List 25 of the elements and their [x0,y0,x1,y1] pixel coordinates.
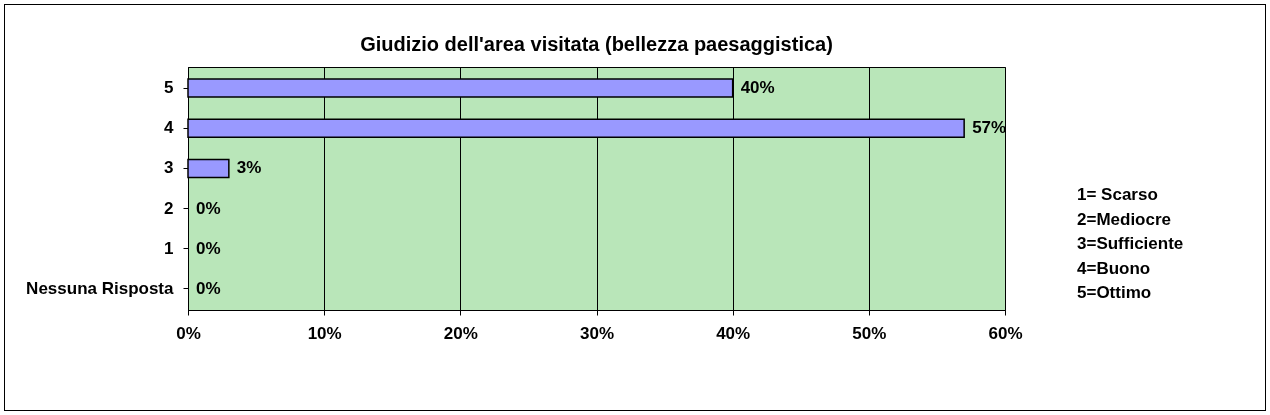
y-tick-label: 1 [164,238,174,258]
data-label: 0% [196,198,221,218]
text: 5=Ottimo [1077,282,1153,304]
y-tick-label: 3 [164,158,174,178]
text: 1= Scarso [1077,184,1159,206]
x-tick-label: 20% [443,323,478,343]
x-tick-label: 30% [579,323,615,343]
text: 3=Sufficiente [1077,233,1184,255]
text: 4=Buono [1077,257,1152,280]
x-tick-label: 0% [176,323,201,343]
x-tick-label: 10% [307,323,342,343]
y-tick-label: Nessuna Risposta [26,278,175,298]
chart-title: Giudizio dell'area visitata (bellezza paesaggistica) [360,33,833,55]
y-tick-label: 4 [164,118,175,138]
data-label: 57% [972,118,1007,138]
data-label: 40% [740,78,775,98]
y-tick-label: 5 [164,78,174,98]
text: 2=Mediocre [1077,208,1172,231]
x-tick-label: 40% [716,323,751,343]
x-tick-label: 50% [852,323,887,343]
data-label: 3% [236,158,262,178]
y-tick-label: 2 [164,198,174,218]
data-label: 0% [196,278,221,298]
data-label: 0% [196,238,221,258]
x-tick-label: 60% [988,323,1023,343]
